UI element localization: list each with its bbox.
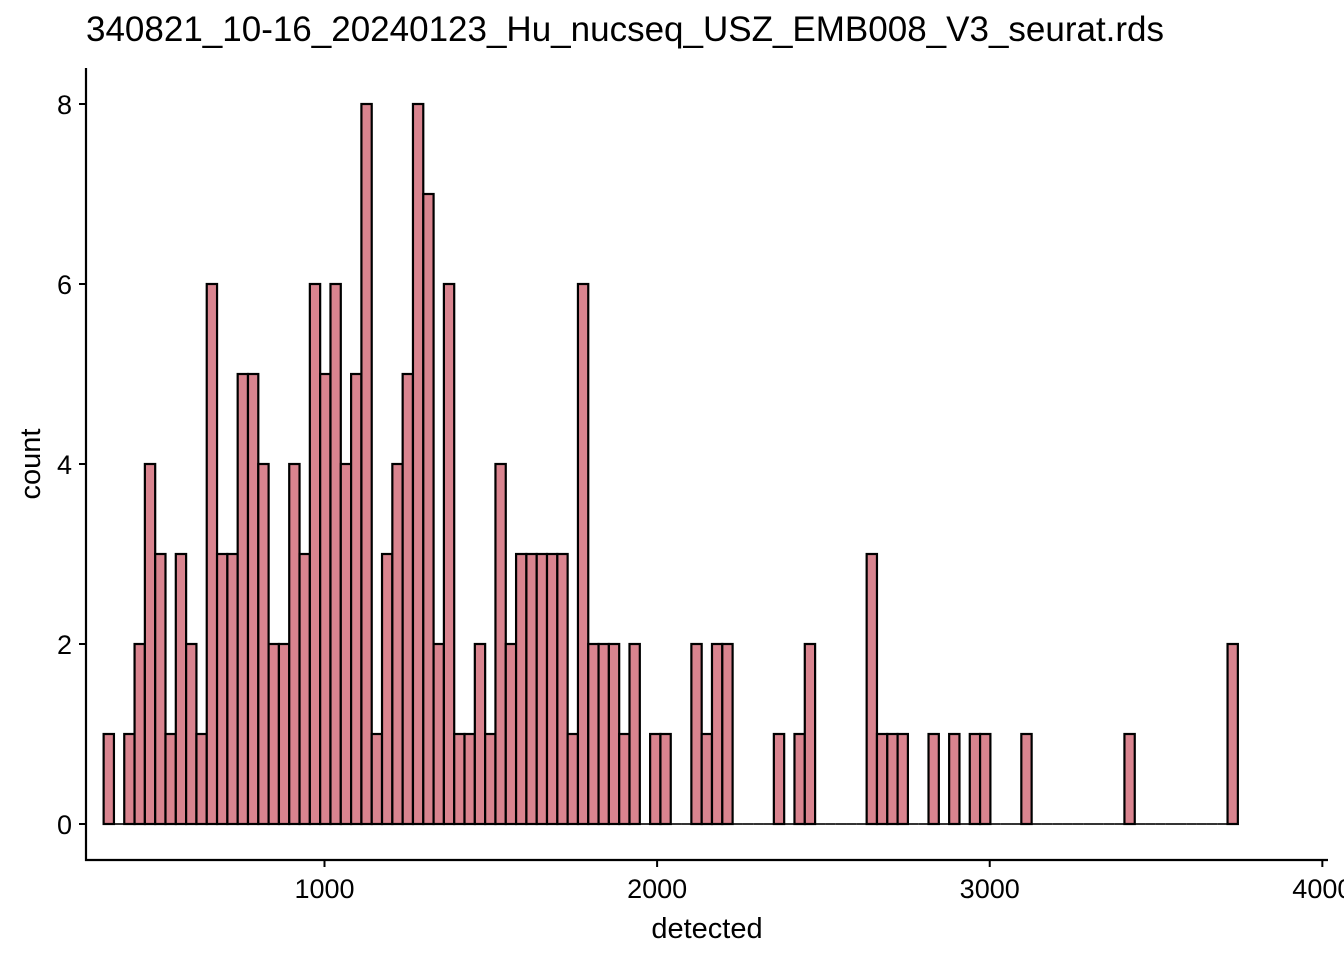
histogram-bar [978,732,992,826]
x-axis-label: detected [651,913,762,945]
chart-title: 340821_10-16_20240123_Hu_nucseq_USZ_EMB0… [86,10,1165,49]
histogram-bar [329,282,342,826]
histogram-bar [267,642,281,826]
histogram-bar [504,642,518,826]
x-tick-label: 2000 [627,874,687,904]
histogram-bar [319,372,332,826]
y-tick-label: 2 [57,630,72,660]
histogram-bar [257,462,270,826]
histogram-bar [659,732,672,826]
histogram-bar [649,732,662,826]
histogram-bar [1123,732,1136,826]
histogram-bar [473,642,487,826]
histogram-bar [535,552,549,826]
histogram-bar [896,732,910,826]
histogram-bar [875,732,889,826]
histogram-bar [442,282,456,826]
histogram-bar [607,642,621,826]
histogram-bar [411,102,425,826]
histogram-bar [803,642,817,826]
histogram-bar [226,552,239,826]
histogram-bar [525,552,538,826]
x-axis-ticks: 1000 2000 3000 4000 [294,860,1344,904]
histogram-bar [628,642,641,826]
histogram-bar [102,732,116,826]
histogram-bar [185,642,198,826]
histogram-bar [597,642,610,826]
histogram-bar [308,282,322,826]
histogram-bar [793,732,806,826]
histogram-bar [1226,642,1239,826]
x-tick-label: 4000 [1292,874,1344,904]
histogram-bar [700,732,714,826]
histogram-bar [422,192,435,826]
histogram-bar [164,732,177,826]
y-tick-label: 8 [57,90,72,120]
histogram-bar [143,462,157,826]
histogram-bar [948,732,961,826]
histogram-bars [102,102,1239,826]
histogram-bar [968,732,982,826]
histogram-bar [246,372,260,826]
histogram-bar [123,732,136,826]
histogram-bar [195,732,208,826]
histogram-bar [236,372,250,826]
histogram-bar [277,642,291,826]
histogram-bar [556,552,569,826]
histogram-bar [772,732,786,826]
histogram-bar [380,552,394,826]
histogram-bar [886,732,899,826]
y-tick-label: 4 [57,450,72,480]
histogram-bar [721,642,734,826]
y-tick-label: 0 [57,810,72,840]
histogram-bar [370,732,384,826]
histogram-bar [360,102,373,826]
histogram-bar [339,462,353,826]
histogram-bar [288,462,301,826]
histogram-bar [215,552,229,826]
x-tick-label: 1000 [294,874,354,904]
x-tick-label: 3000 [960,874,1020,904]
histogram-bar [927,732,940,826]
y-axis-label: count [15,429,47,500]
histogram-bar [690,642,703,826]
histogram-bar [576,282,590,826]
histogram-bar [545,552,559,826]
histogram-bar [484,732,497,826]
histogram-bar [865,552,879,826]
histogram-bar [453,732,466,826]
y-tick-label: 6 [57,270,72,300]
histogram-bar [1020,732,1033,826]
histogram-bar [566,732,580,826]
histogram-bar [154,552,167,826]
histogram-bar [463,732,476,826]
histogram-bar [618,732,631,826]
histogram-bar [205,282,219,826]
histogram-bar [298,552,311,826]
histogram-bar [514,552,528,826]
histogram-bar [432,642,445,826]
histogram-bar [710,642,724,826]
histogram-bar [587,642,600,826]
histogram-bar [133,642,146,826]
histogram-bar [401,372,415,826]
histogram-bar [349,372,363,826]
histogram-bar [174,552,188,826]
y-axis-ticks: 0 2 4 6 8 [57,90,86,840]
histogram-bar [391,462,404,826]
histogram-bar [494,462,507,826]
